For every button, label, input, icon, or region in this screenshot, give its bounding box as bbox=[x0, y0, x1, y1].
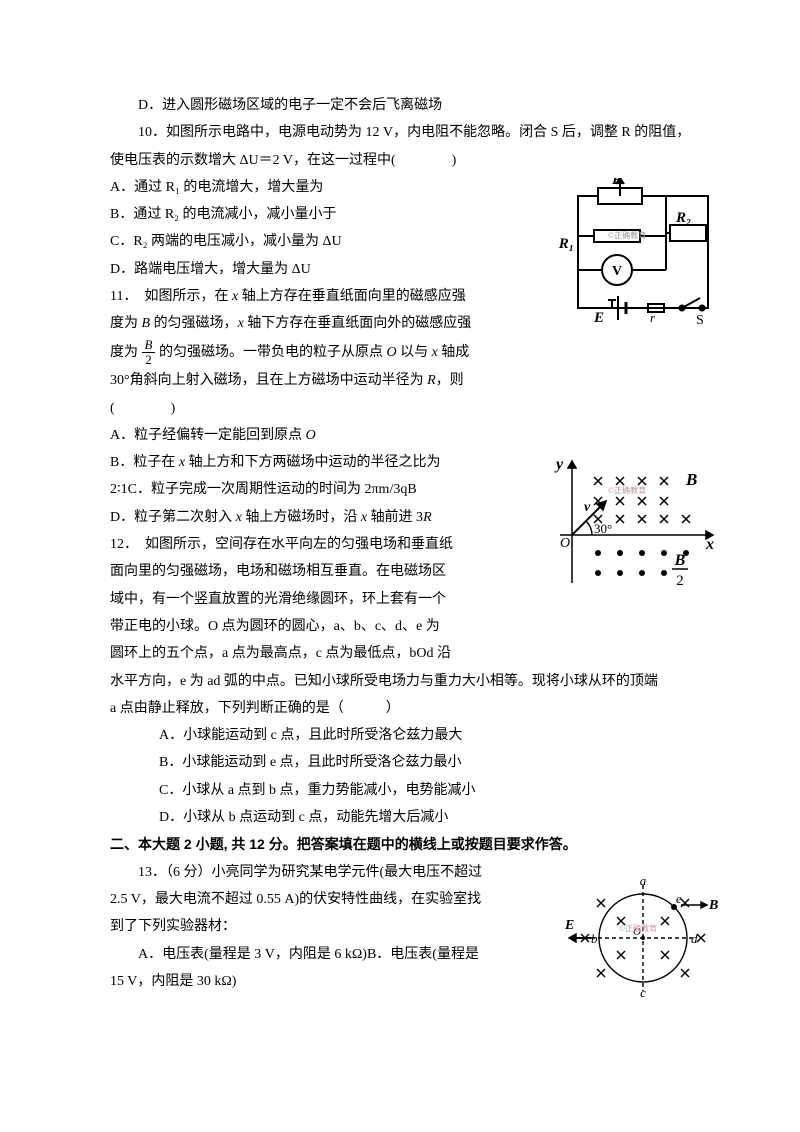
watermark: ©正确教育 bbox=[608, 230, 646, 240]
svg-text:30°: 30° bbox=[594, 521, 612, 536]
figure-field-axes: y x O B v 30° B 2 ©正确教育 bbox=[548, 453, 718, 603]
svg-text:b: b bbox=[591, 931, 598, 946]
svg-text:x: x bbox=[705, 536, 714, 553]
figure-ring: a b d c e E B O ©正确教育 bbox=[563, 863, 718, 1013]
q12-option-a: A．小球能运动到 c 点，且此时所受洛仑兹力最大 bbox=[110, 722, 718, 749]
svg-text:R: R bbox=[611, 178, 622, 188]
q11-line3: 度为 B2 的匀强磁场。一带负电的粒子从原点 O 以与 x 轴成 bbox=[110, 338, 718, 368]
svg-text:2: 2 bbox=[676, 573, 684, 589]
watermark: ©正确教育 bbox=[619, 923, 657, 933]
svg-text:R₂: R₂ bbox=[675, 210, 691, 226]
q12-l4: 带正电的小球。O 点为圆环的圆心，a、b、c、d、e 为 bbox=[110, 613, 718, 640]
q12-option-c: C．小球从 a 点到 b 点，重力势能减小，电势能减小 bbox=[110, 777, 718, 804]
q10-stem-2: 使电压表的示数增大 ΔU＝2 V，在这一过程中( ) bbox=[110, 147, 718, 174]
svg-text:O: O bbox=[560, 536, 570, 551]
svg-text:B: B bbox=[685, 470, 697, 489]
svg-text:R₁: R₁ bbox=[558, 236, 574, 252]
svg-text:S: S bbox=[696, 313, 704, 328]
svg-text:v: v bbox=[584, 500, 591, 515]
svg-text:E: E bbox=[564, 918, 574, 933]
q11-bracket: ( ) bbox=[110, 395, 718, 422]
q12-l5: 圆环上的五个点，a 点为最高点，c 点为最低点，bOd 沿 bbox=[110, 640, 718, 667]
svg-text:d: d bbox=[691, 931, 698, 946]
q12-l7: a 点由静止释放，下列判断正确的是（ ） bbox=[110, 695, 718, 722]
svg-text:e: e bbox=[676, 891, 682, 906]
svg-text:c: c bbox=[640, 985, 646, 1000]
svg-text:E: E bbox=[593, 310, 604, 326]
q11-line4: 30°角斜向上射入磁场，且在上方磁场中运动半径为 R，则 bbox=[110, 367, 718, 394]
svg-text:B: B bbox=[708, 898, 718, 913]
figure-circuit: R R₂ R₁ V E r S ©正确教育 bbox=[558, 178, 718, 328]
q10-stem-1: 10．如图所示电路中，电源电动势为 12 V，内电阻不能忽略。闭合 S 后，调整… bbox=[110, 119, 718, 146]
svg-text:y: y bbox=[554, 456, 564, 473]
svg-text:V: V bbox=[612, 264, 622, 279]
q12-option-b: B．小球能运动到 e 点，且此时所受洛仑兹力最小 bbox=[110, 749, 718, 776]
svg-text:a: a bbox=[640, 873, 647, 888]
section-2-heading: 二、本大题 2 小题, 共 12 分。把答案填在题中的横线上或按题目要求作答。 bbox=[110, 831, 718, 858]
q11-option-a: A．粒子经偏转一定能回到原点 O bbox=[110, 422, 718, 449]
svg-text:B: B bbox=[674, 552, 686, 569]
watermark: ©正确教育 bbox=[608, 485, 646, 495]
q12-l6: 水平方向，e 为 ad 弧的中点。已知小球所受电场力与重力大小相等。现将小球从环… bbox=[110, 668, 718, 695]
q12-option-d: D．小球从 b 点运动到 c 点，动能先增大后减小 bbox=[110, 804, 718, 831]
q9-option-d: D．进入圆形磁场区域的电子一定不会后飞离磁场 bbox=[110, 92, 718, 119]
